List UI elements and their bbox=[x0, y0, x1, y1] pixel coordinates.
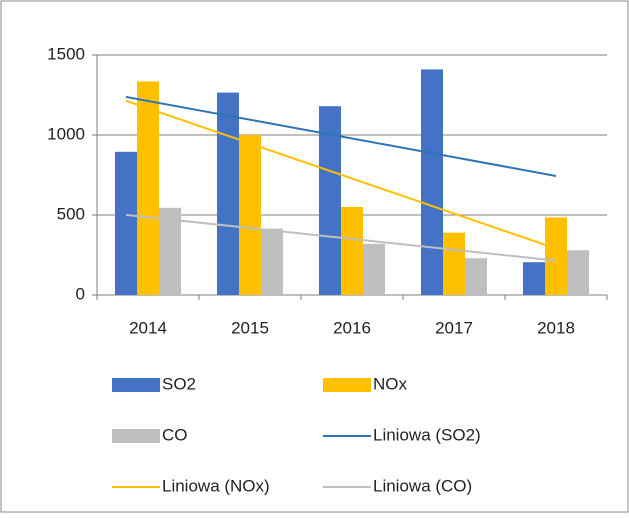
legend-label: Liniowa (SO2) bbox=[373, 425, 481, 444]
trendline bbox=[125, 95, 557, 177]
y-tick-label: 0 bbox=[76, 284, 85, 303]
legend-swatch bbox=[112, 378, 160, 392]
bar bbox=[159, 207, 181, 295]
trendline bbox=[125, 99, 557, 250]
bar bbox=[545, 217, 567, 295]
bar bbox=[217, 92, 239, 295]
bar bbox=[239, 135, 261, 295]
legend-swatch bbox=[112, 429, 160, 443]
x-tick-label: 2018 bbox=[537, 318, 575, 337]
legend-label: Liniowa (CO) bbox=[373, 476, 472, 495]
bar bbox=[341, 207, 363, 295]
legend-label: SO2 bbox=[162, 374, 196, 393]
y-tick-label: 1000 bbox=[47, 124, 85, 143]
legend-label: NOx bbox=[373, 374, 408, 393]
legend-swatch bbox=[323, 378, 371, 392]
bar bbox=[567, 250, 589, 295]
trendline bbox=[125, 213, 557, 262]
legend-label: CO bbox=[162, 425, 188, 444]
x-tick-label: 2014 bbox=[129, 318, 167, 337]
bar bbox=[261, 228, 283, 295]
bar bbox=[443, 232, 465, 295]
bar bbox=[465, 258, 487, 295]
bar bbox=[363, 243, 385, 295]
x-tick-label: 2017 bbox=[435, 318, 473, 337]
y-tick-label: 1500 bbox=[47, 44, 85, 63]
bar bbox=[421, 69, 443, 296]
x-tick-label: 2015 bbox=[231, 318, 269, 337]
bar bbox=[523, 262, 545, 295]
bar bbox=[319, 106, 341, 295]
x-tick-label: 2016 bbox=[333, 318, 371, 337]
bar bbox=[137, 81, 159, 296]
legend-label: Liniowa (NOx) bbox=[162, 476, 270, 495]
bar bbox=[115, 151, 137, 295]
y-tick-label: 500 bbox=[57, 204, 85, 223]
